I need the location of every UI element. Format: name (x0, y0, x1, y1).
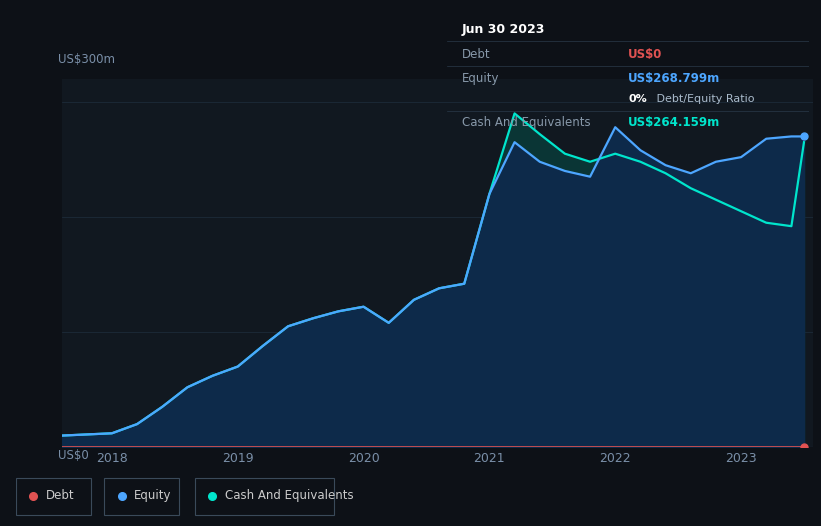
Text: Debt/Equity Ratio: Debt/Equity Ratio (654, 94, 754, 104)
Text: US$0: US$0 (57, 449, 89, 462)
Text: 0%: 0% (628, 94, 647, 104)
Text: Debt: Debt (46, 489, 75, 502)
Text: Equity: Equity (462, 72, 499, 85)
Text: US$300m: US$300m (57, 53, 115, 66)
Text: US$264.159m: US$264.159m (628, 116, 720, 129)
Text: Debt: Debt (462, 48, 490, 61)
Text: Cash And Equivalents: Cash And Equivalents (225, 489, 354, 502)
Text: US$0: US$0 (628, 48, 663, 61)
Text: Cash And Equivalents: Cash And Equivalents (462, 116, 590, 129)
Text: Equity: Equity (135, 489, 172, 502)
Text: Jun 30 2023: Jun 30 2023 (462, 23, 545, 36)
Text: US$268.799m: US$268.799m (628, 72, 720, 85)
